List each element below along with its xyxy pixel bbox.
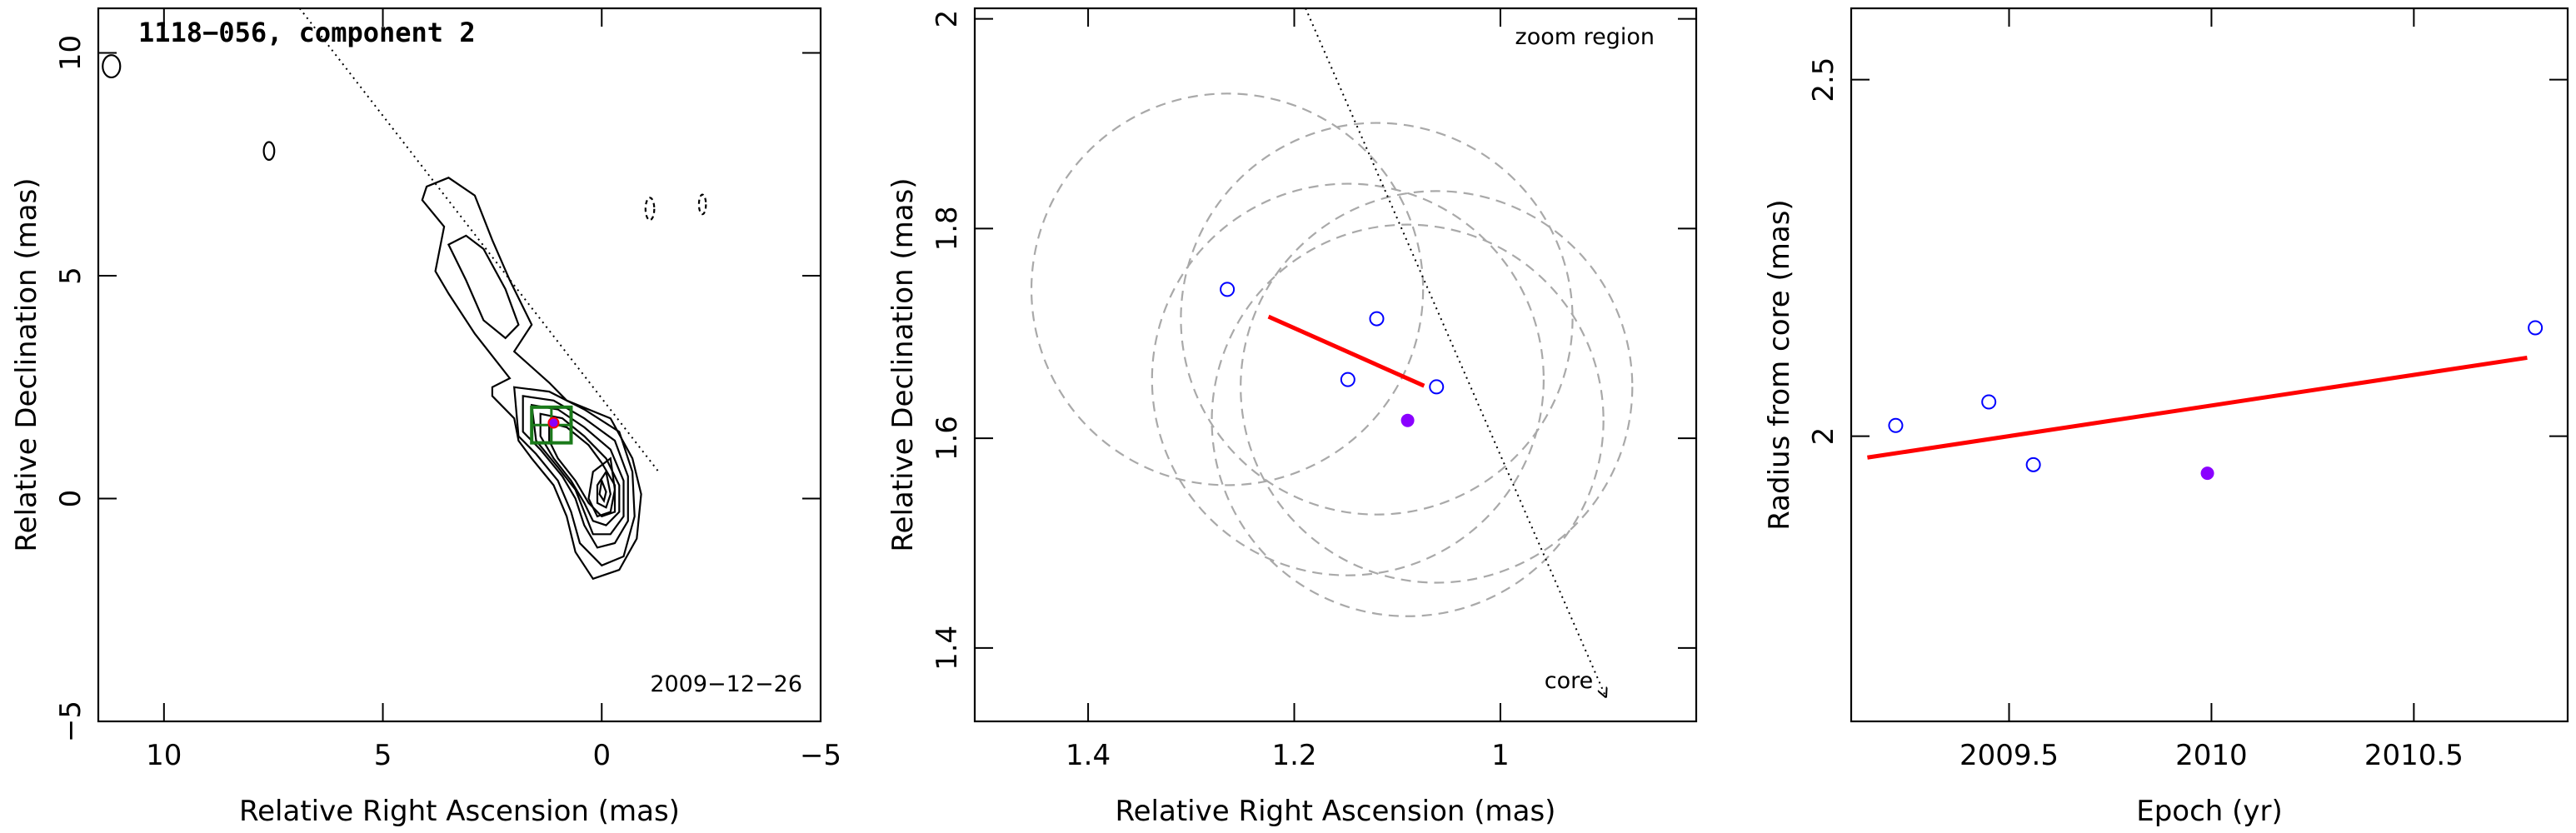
position-point [1340,372,1355,387]
x-axis-label: Relative Right Ascension (mas) [239,795,680,828]
error-circle [1030,92,1425,486]
x-tick-label: 2009.5 [1959,739,2059,772]
error-circle [1151,182,1545,576]
plot-area [102,8,707,581]
fit-line [1867,355,2528,460]
component-marker [547,416,560,429]
plot-frame [973,7,1698,723]
contour-line [530,403,625,536]
y-tick-label: −5 [54,701,87,742]
contour-line [596,469,612,509]
x-tick-label: 0 [592,739,611,772]
zoom-region-panel: 1.4 1.2 1 1.4 1.6 1.8 2 Relative Right Ascensio… [886,7,1698,828]
jet-direction-line [298,8,660,473]
plot-frame [97,7,822,723]
contour-line [421,177,642,581]
small-contour [644,197,656,222]
plot-frame [1850,7,2569,723]
contour-line [548,421,617,518]
radius-point [1981,394,1997,410]
position-point [1220,282,1236,297]
y-tick-label: 5 [54,267,87,285]
y-tick-label: 1.6 [931,416,964,461]
contour-line [447,234,520,340]
current-epoch-point [1400,413,1415,427]
y-tick-label: 2 [1807,427,1840,446]
x-axis-label: Epoch (yr) [2136,795,2283,828]
small-contour [102,54,122,79]
x-tick-label: 1.4 [1066,739,1111,772]
x-tick-label: 5 [374,739,392,772]
zoom-region-label: zoom region [1515,24,1655,50]
radius-point [2025,456,2041,472]
error-circle [1211,223,1605,617]
panel-title: 1118−056, component 2 [138,17,476,48]
error-circle [1240,190,1634,584]
position-point [1429,379,1445,395]
radius-vs-epoch-panel: 2009.5 2010 2010.5 2 2.5 Epoch (yr) Radius fro… [1763,7,2569,828]
fit-line [1267,314,1425,388]
x-tick-label: −5 [800,739,841,772]
contour-map-panel: 10 5 0 −5 −5 0 5 10 Relative Right Ascension (ma… [10,7,841,828]
core-direction-arrow [1305,8,1605,696]
error-circle [1180,122,1574,516]
contour-line [522,395,629,549]
y-tick-label: 2.5 [1807,57,1840,102]
contour-line [539,412,621,526]
x-tick-label: 2010 [2175,739,2248,772]
current-epoch-point [2200,466,2214,481]
y-tick-label: 0 [54,490,87,508]
small-contour [697,193,707,216]
radius-point [1888,417,1904,433]
contour-line [512,386,636,567]
x-axis-label: Relative Right Ascension (mas) [1116,795,1556,828]
epoch-date-label: 2009−12−26 [650,671,802,697]
x-tick-label: 1 [1491,739,1510,772]
y-axis-label: Relative Declination (mas) [10,177,43,551]
x-tick-label: 10 [146,739,182,772]
y-axis-label: Radius from core (mas) [1763,199,1796,530]
y-tick-label: 1.4 [931,626,964,671]
y-tick-label: 2 [931,10,964,28]
small-contour [262,141,276,161]
plot-area [1030,8,1634,696]
core-label: core [1545,668,1593,694]
y-tick-label: 1.8 [931,206,964,251]
y-axis-label: Relative Declination (mas) [886,177,920,551]
x-tick-label: 2010.5 [2364,739,2464,772]
contour-line [587,456,617,518]
y-tick-label: 10 [54,35,87,71]
contour-line [598,476,607,503]
radius-point [2528,320,2544,336]
x-tick-label: 1.2 [1271,739,1316,772]
position-point [1369,311,1385,327]
